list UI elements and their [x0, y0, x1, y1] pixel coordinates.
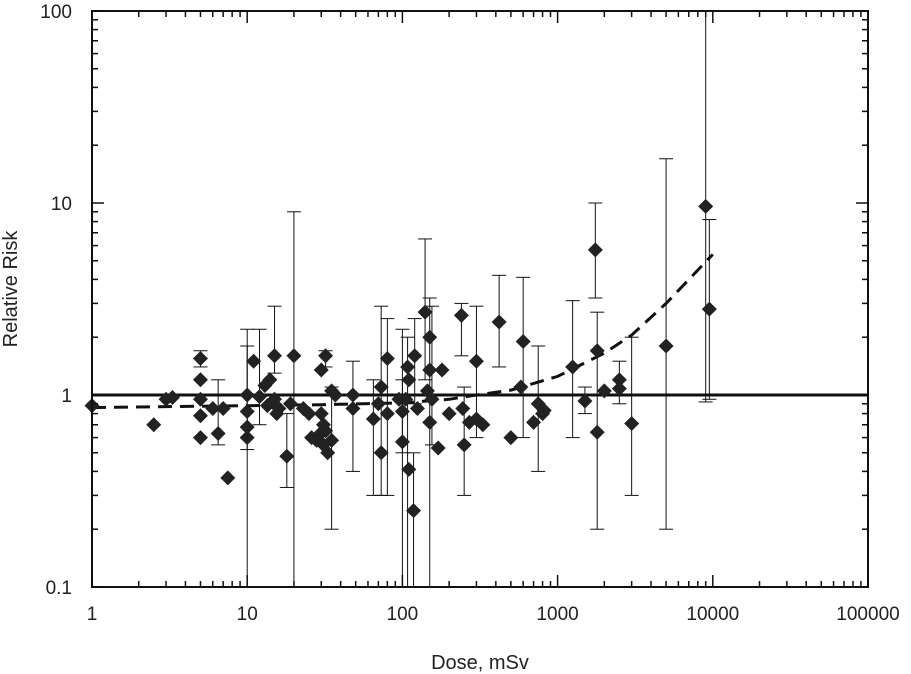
y-tick-label: 0.1: [46, 578, 72, 599]
data-point: [596, 383, 612, 399]
data-point: [192, 350, 208, 366]
data-point: [379, 406, 395, 422]
data-point: [417, 304, 433, 320]
data-point: [239, 430, 255, 446]
data-point: [611, 381, 627, 397]
data-point: [503, 430, 519, 446]
data-point: [271, 401, 287, 417]
data-point: [210, 426, 226, 442]
x-tick-label: 1000: [536, 604, 578, 625]
y-axis-title: Relative Risk: [0, 230, 22, 348]
data-point: [192, 430, 208, 446]
data-point: [313, 362, 329, 378]
data-point: [251, 389, 267, 405]
data-point: [401, 372, 417, 388]
data-point: [220, 470, 236, 486]
data-point: [318, 423, 334, 439]
data-point: [301, 406, 317, 422]
data-point: [370, 396, 386, 412]
data-point: [239, 404, 255, 420]
data-point: [455, 401, 471, 417]
data-point: [441, 406, 457, 422]
axis-ticks: [91, 10, 869, 588]
data-point: [565, 359, 581, 375]
data-point: [282, 396, 298, 412]
data-point: [526, 414, 542, 430]
data-point: [394, 404, 410, 420]
data-point: [407, 348, 423, 364]
data-point: [246, 353, 262, 369]
data-point: [379, 350, 395, 366]
data-point: [146, 417, 162, 433]
data-point: [587, 242, 603, 258]
data-point: [611, 372, 627, 388]
data-point: [262, 372, 278, 388]
x-tick-labels: 1 10 100 1000 10000 100000: [87, 604, 900, 625]
data-point: [456, 437, 472, 453]
data-point: [424, 391, 440, 407]
data-point: [279, 448, 295, 464]
data-point: [324, 432, 340, 448]
data-point: [624, 416, 640, 432]
x-tick-label: 10: [237, 604, 258, 625]
data-point: [589, 424, 605, 440]
data-point: [536, 403, 552, 419]
data-point: [589, 343, 605, 359]
x-tick-label: 100000: [836, 604, 899, 625]
data-point: [475, 417, 491, 433]
x-tick-label: 1: [87, 604, 98, 625]
data-point: [400, 359, 416, 375]
data-point: [698, 198, 714, 214]
data-point: [401, 461, 417, 477]
y-tick-label: 10: [51, 194, 72, 215]
data-point: [422, 362, 438, 378]
data-point: [327, 387, 343, 403]
data-point: [192, 408, 208, 424]
data-point: [491, 314, 507, 330]
data-point: [192, 372, 208, 388]
y-tick-labels: 0.1 1 10 100: [40, 2, 72, 599]
data-point: [468, 353, 484, 369]
data-point: [239, 419, 255, 435]
data-point: [192, 391, 208, 407]
data-point: [365, 411, 381, 427]
data-point: [239, 387, 255, 403]
data-point: [658, 338, 674, 354]
data-point: [267, 348, 283, 364]
data-point: [701, 301, 717, 317]
y-tick-label: 1: [61, 386, 72, 407]
y-tick-label: 100: [40, 2, 72, 23]
data-point: [434, 362, 450, 378]
data-point: [515, 333, 531, 349]
x-axis-title: Dose, mSv: [431, 652, 529, 674]
data-point: [313, 406, 329, 422]
data-point: [422, 414, 438, 430]
data-point: [422, 329, 438, 345]
data-point: [406, 503, 422, 519]
data-point: [394, 434, 410, 450]
data-point: [205, 401, 221, 417]
data-point: [577, 393, 593, 409]
data-point: [430, 440, 446, 456]
data-point: [409, 401, 425, 417]
data-point: [164, 390, 180, 406]
data-point: [286, 348, 302, 364]
data-point-layer: [84, 198, 717, 519]
data-point: [345, 401, 361, 417]
data-point: [398, 391, 414, 407]
data-point: [320, 445, 336, 461]
data-point: [373, 445, 389, 461]
data-point: [318, 348, 334, 364]
data-point: [373, 379, 389, 395]
data-point: [513, 379, 529, 395]
x-tick-label: 100: [387, 604, 419, 625]
error-bar-layer: [193, 11, 717, 587]
plot-frame: [91, 10, 869, 588]
data-point: [453, 307, 469, 323]
x-tick-label: 10000: [686, 604, 739, 625]
data-point: [345, 387, 361, 403]
data-point: [215, 401, 231, 417]
